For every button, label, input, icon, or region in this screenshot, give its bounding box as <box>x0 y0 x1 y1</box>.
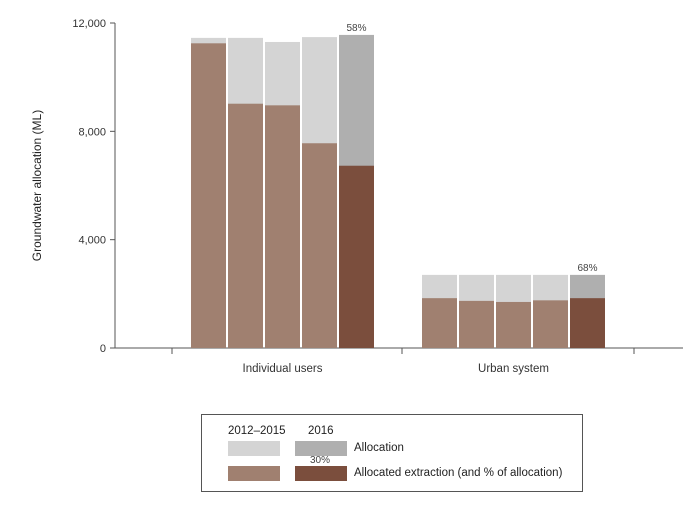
y-axis-title: Groundwater allocation (ML) <box>30 110 44 261</box>
bar-chart: 0 4,000 8,000 12,000 Groundwater allocation … <box>30 18 683 375</box>
bar-extraction <box>228 103 263 348</box>
legend-swatch-allocation-2012-2015 <box>228 441 280 456</box>
bar-extraction <box>496 301 531 348</box>
y-tick-label: 8,000 <box>78 126 106 138</box>
legend-swatch-allocation-2016 <box>295 441 347 456</box>
legend-header-period2: 2016 <box>308 425 334 437</box>
data-label-pct: 58% <box>346 23 366 34</box>
bar-extraction <box>459 300 494 348</box>
legend-label-extraction: Allocated extraction (and % of allocatio… <box>354 467 563 479</box>
legend: 2012–2015 2016 Allocation 30% Allocated … <box>201 414 583 492</box>
y-tick-label: 12,000 <box>72 18 106 30</box>
legend-swatch-extraction-2012-2015 <box>228 466 280 481</box>
bar-extraction <box>191 43 226 348</box>
x-category-label: Individual users <box>243 363 323 375</box>
legend-swatch-extraction-2016 <box>295 466 347 481</box>
y-tick-label: 4,000 <box>78 235 106 247</box>
bar-extraction <box>302 143 337 348</box>
bar-extraction <box>533 300 568 348</box>
legend-example-pct: 30% <box>310 455 331 466</box>
data-label-pct: 68% <box>577 263 597 274</box>
bar-extraction <box>422 298 457 348</box>
y-tick-label: 0 <box>100 343 106 355</box>
bar-extraction <box>265 105 300 348</box>
bar-extraction <box>570 298 605 348</box>
legend-header-period1: 2012–2015 <box>228 425 286 437</box>
x-category-label: Urban system <box>478 363 549 375</box>
legend-label-allocation: Allocation <box>354 442 404 454</box>
bar-extraction <box>339 165 374 348</box>
